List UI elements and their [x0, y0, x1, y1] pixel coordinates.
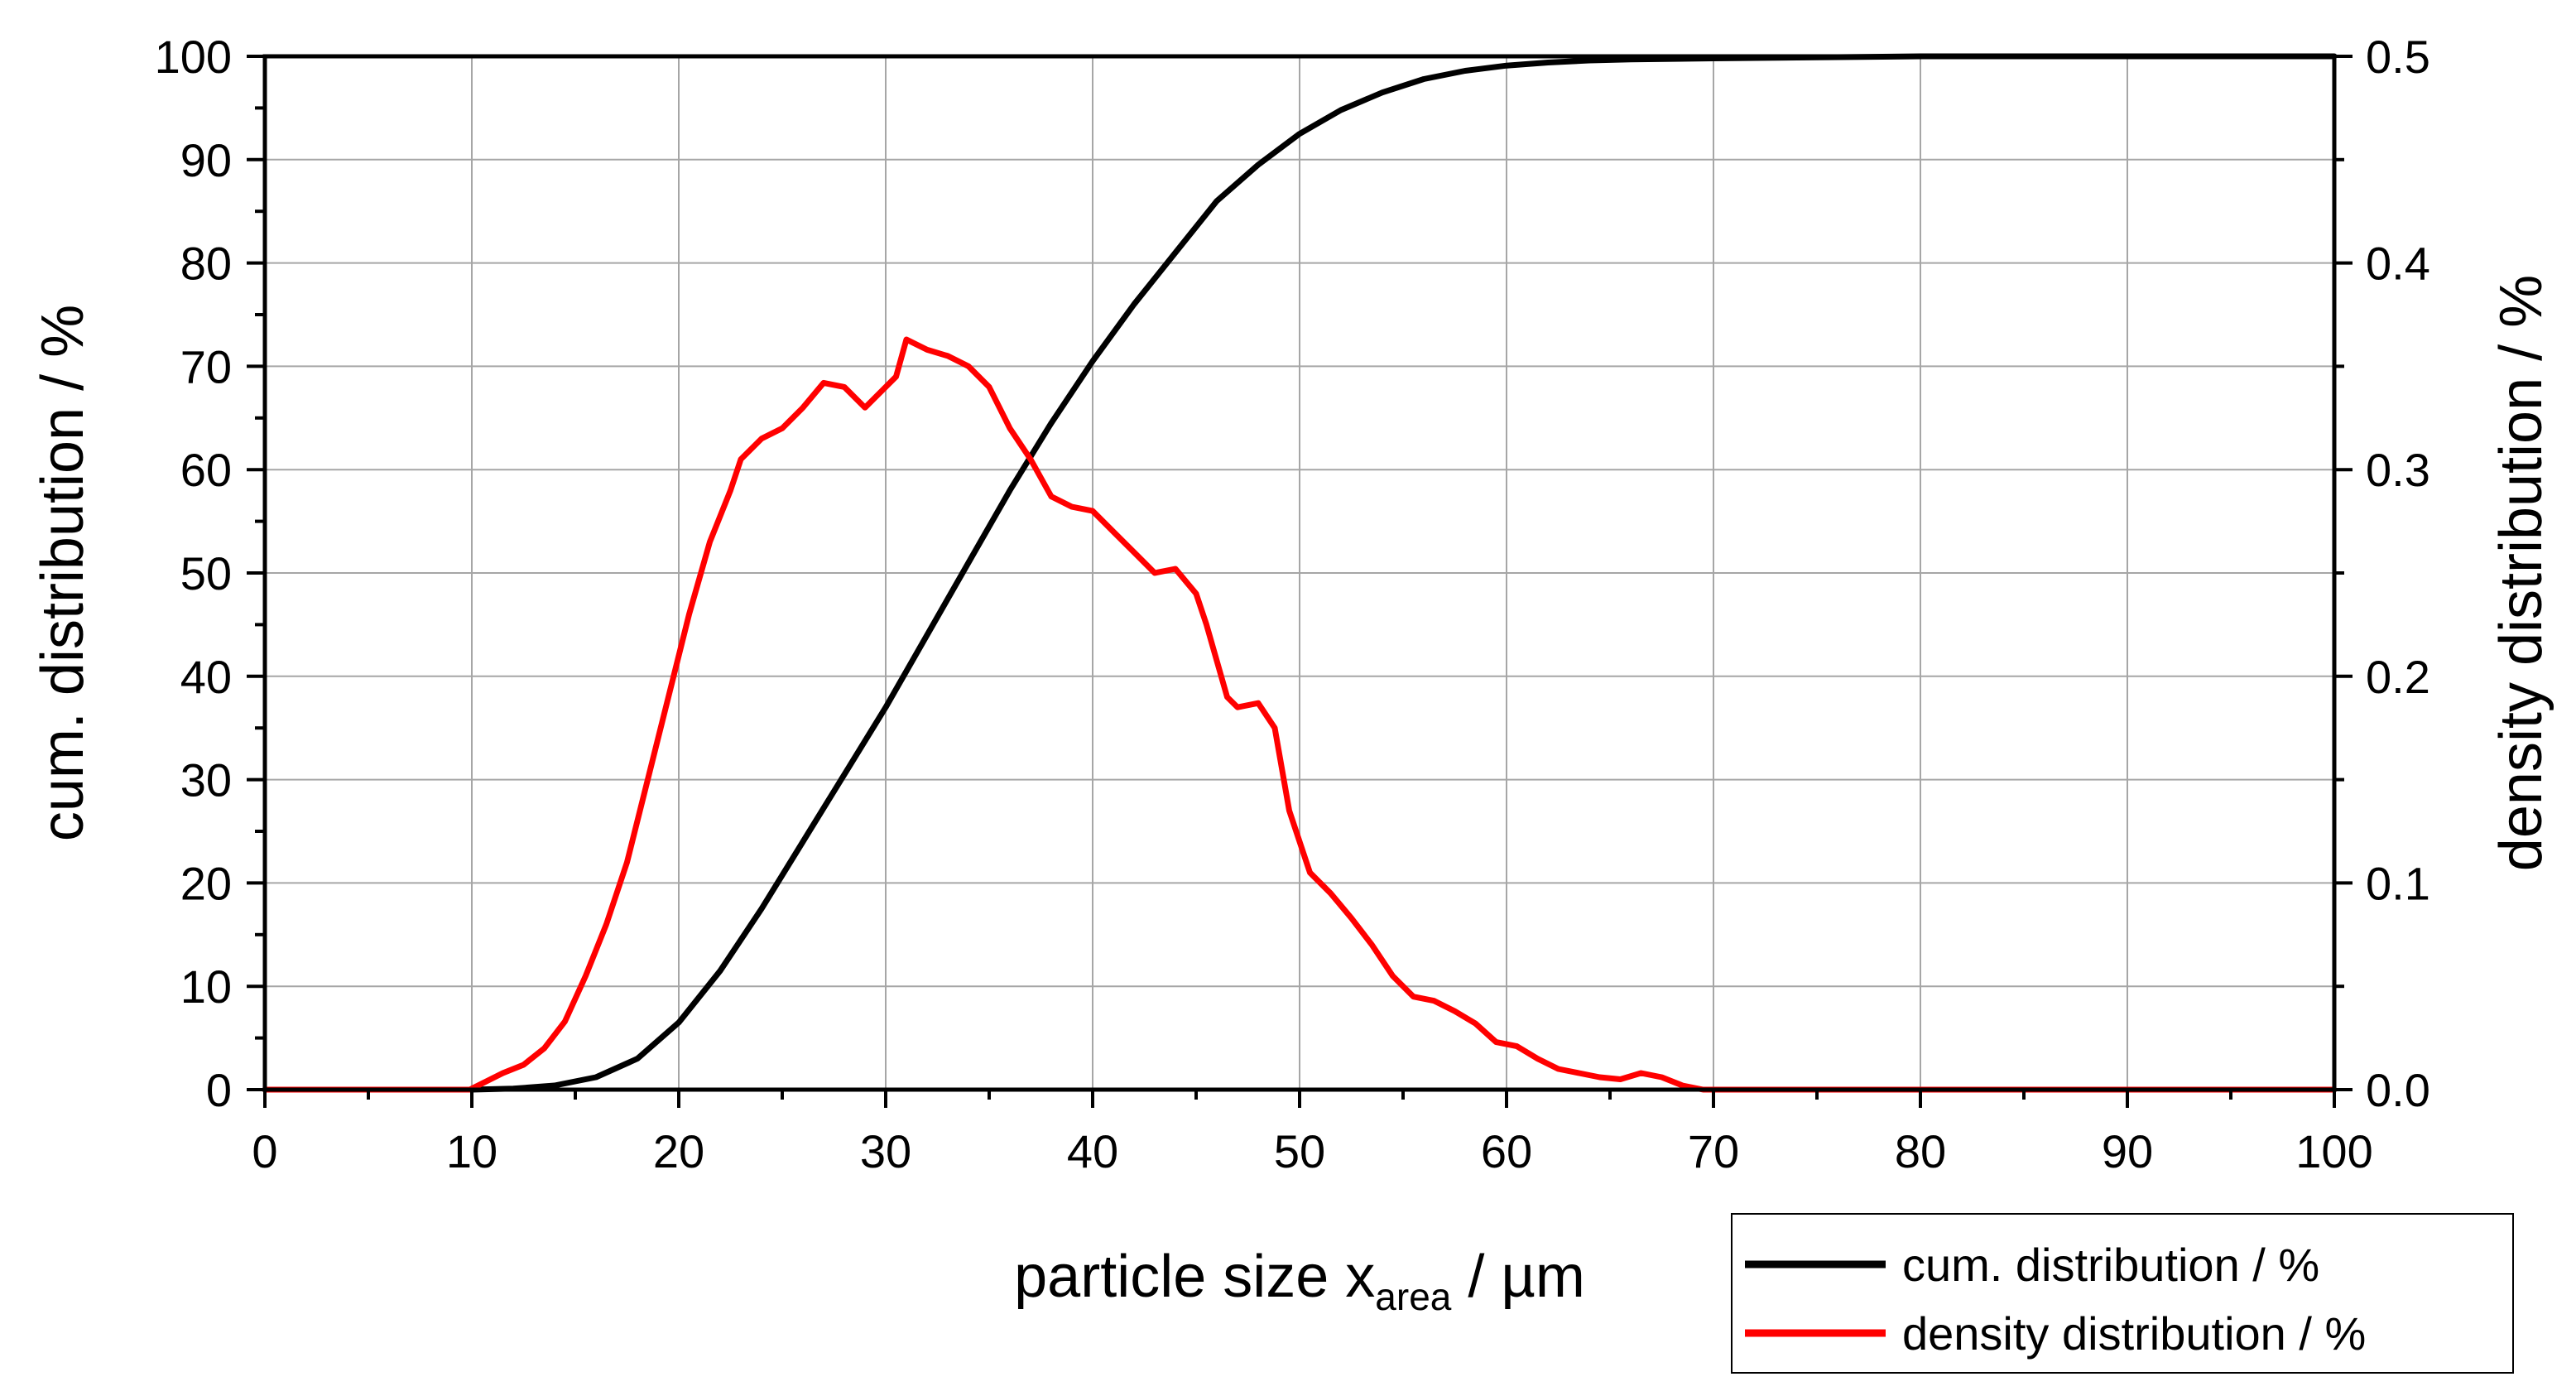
y-right-tick-label-0.1: 0.1 — [2366, 857, 2430, 909]
series-line-density-distribution — [262, 336, 2338, 1093]
y-left-tick-label-30: 30 — [180, 754, 232, 806]
y-right-tick-label-0.5: 0.5 — [2366, 31, 2430, 83]
y-left-tick-label-0: 0 — [206, 1064, 232, 1116]
x-tick-label-100: 100 — [2295, 1125, 2372, 1177]
y-left-tick-label-90: 90 — [180, 134, 232, 186]
legend: cum. distribution / % density distributi… — [1731, 1213, 2514, 1374]
x-tick-label-50: 50 — [1274, 1125, 1325, 1177]
series-layer — [262, 53, 2338, 1093]
legend-box — [1731, 1213, 2514, 1374]
y-left-tick-label-10: 10 — [180, 960, 232, 1013]
axis-ticks — [247, 55, 2353, 1108]
legend-label-density: density distribution / % — [1902, 1307, 2366, 1360]
y-left-tick-label-80: 80 — [180, 238, 232, 290]
y-right-tick-label-0.4: 0.4 — [2366, 238, 2430, 290]
y-left-tick-label-40: 40 — [180, 651, 232, 703]
y-right-tick-label-0.2: 0.2 — [2366, 651, 2430, 703]
y-left-tick-label-50: 50 — [180, 547, 232, 599]
x-tick-label-0: 0 — [252, 1125, 277, 1177]
x-tick-label-40: 40 — [1067, 1125, 1118, 1177]
y-left-tick-label-60: 60 — [180, 444, 232, 496]
x-tick-label-20: 20 — [653, 1125, 704, 1177]
x-tick-label-60: 60 — [1481, 1125, 1532, 1177]
x-axis-title-main: particle size x — [1014, 1244, 1375, 1310]
tick-labels: 0 10 20 30 40 50 60 70 80 90 100 0 10 20 30 40 50 60 70 80 9… — [155, 31, 2430, 1177]
x-tick-label-30: 30 — [860, 1125, 911, 1177]
legend-label-cum: cum. distribution / % — [1902, 1239, 2319, 1291]
y-axis-right-title: density distribution / % — [2488, 275, 2554, 871]
x-axis-title-subscript: area — [1375, 1275, 1451, 1318]
x-axis-title: particle size xarea / µm — [1014, 1244, 1585, 1318]
x-tick-label-90: 90 — [2102, 1125, 2153, 1177]
y-right-tick-label-0.0: 0.0 — [2366, 1064, 2430, 1116]
x-tick-label-80: 80 — [1895, 1125, 1946, 1177]
y-left-tick-label-20: 20 — [180, 857, 232, 909]
y-right-tick-label-0.3: 0.3 — [2366, 444, 2430, 496]
x-axis-title-suffix: / µm — [1451, 1244, 1584, 1310]
y-left-tick-label-70: 70 — [180, 340, 232, 392]
y-left-tick-label-100: 100 — [155, 31, 232, 83]
series-line-cum-distribution — [262, 53, 2338, 1093]
y-axis-left-title: cum. distribution / % — [30, 305, 96, 841]
x-tick-label-10: 10 — [446, 1125, 497, 1177]
grid-lines — [265, 56, 2334, 1090]
x-tick-label-70: 70 — [1688, 1125, 1739, 1177]
